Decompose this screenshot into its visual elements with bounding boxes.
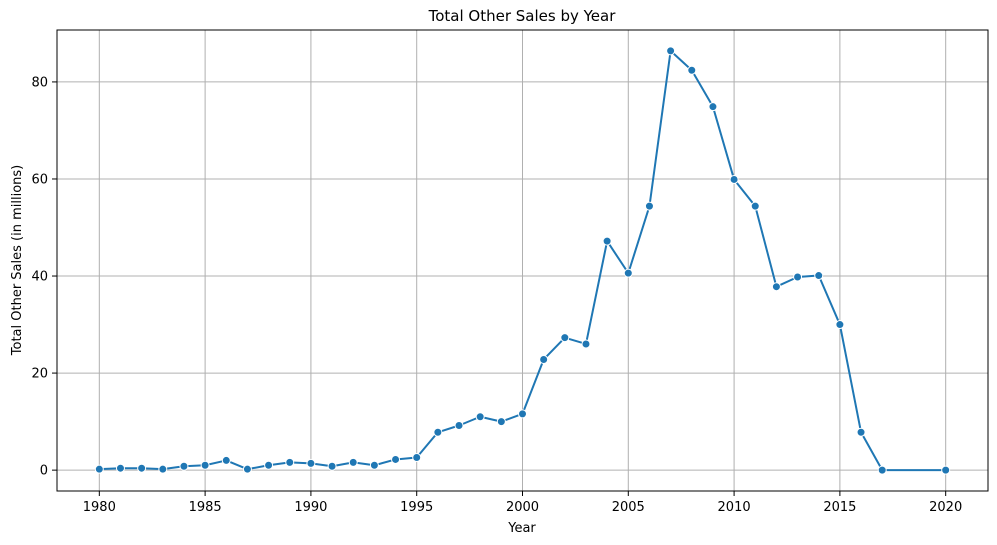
data-point [412, 453, 422, 463]
x-tick-label: 2000 [506, 500, 539, 515]
y-tick-label: 60 [31, 172, 48, 187]
data-point [369, 460, 379, 470]
data-point [242, 464, 252, 474]
data-point [623, 268, 633, 278]
x-tick-label: 1985 [189, 500, 222, 515]
x-tick-label: 1980 [83, 500, 116, 515]
y-tick-label: 80 [31, 75, 48, 90]
y-tick-label: 20 [31, 367, 48, 382]
x-tick-label: 2005 [612, 500, 645, 515]
data-point [200, 460, 210, 470]
data-point [454, 420, 464, 430]
data-point [496, 417, 506, 427]
y-axis-title: Total Other Sales (in millions) [10, 165, 25, 356]
data-point [475, 412, 485, 422]
y-tick-label: 40 [31, 270, 48, 285]
x-axis-title: Year [507, 521, 536, 536]
data-point [835, 320, 845, 330]
data-point [771, 282, 781, 292]
x-tick-label: 2015 [823, 500, 856, 515]
data-point [644, 201, 654, 211]
x-tick-label: 1990 [294, 500, 327, 515]
data-point [221, 455, 231, 465]
grid-lines [57, 30, 988, 491]
data-point [306, 458, 316, 468]
data-point [94, 464, 104, 474]
data-point [348, 457, 358, 467]
data-point [708, 102, 718, 112]
data-point [687, 65, 697, 75]
data-point [560, 333, 570, 343]
data-point [941, 465, 951, 475]
data-point [264, 460, 274, 470]
data-point [856, 427, 866, 437]
data-point [539, 354, 549, 364]
data-point [179, 461, 189, 471]
data-point [750, 201, 760, 211]
data-point [137, 463, 147, 473]
data-point [391, 454, 401, 464]
data-point [115, 463, 125, 473]
x-tick-label: 2010 [718, 500, 751, 515]
x-tick-label: 1995 [400, 500, 433, 515]
series-layer [94, 46, 951, 475]
data-point [581, 339, 591, 349]
data-point [602, 236, 612, 246]
data-point [729, 174, 739, 184]
data-point [666, 46, 676, 56]
data-point [877, 465, 887, 475]
y-tick-label: 0 [40, 464, 48, 479]
data-point [793, 272, 803, 282]
data-point [285, 457, 295, 467]
data-point [433, 427, 443, 437]
data-point [518, 409, 527, 419]
chart-title: Total Other Sales by Year [428, 7, 617, 25]
data-point [158, 464, 168, 474]
x-tick-label: 2020 [929, 500, 962, 515]
axis-ticks: 1980 1985 1990 1995 2000 2005 2010 2015 2020 0 20 4… [31, 75, 962, 515]
data-point [814, 271, 824, 281]
data-point [327, 461, 337, 471]
